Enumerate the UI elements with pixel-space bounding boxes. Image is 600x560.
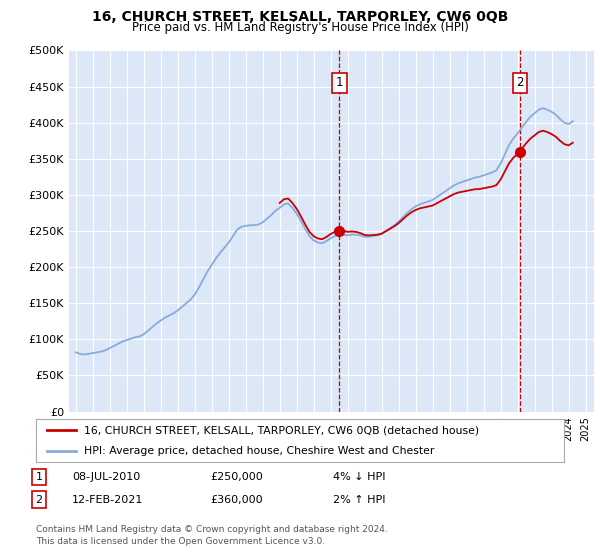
Text: HPI: Average price, detached house, Cheshire West and Chester: HPI: Average price, detached house, Ches… (83, 446, 434, 456)
Text: 2: 2 (35, 494, 43, 505)
Text: 4% ↓ HPI: 4% ↓ HPI (333, 472, 385, 482)
Text: £250,000: £250,000 (210, 472, 263, 482)
Text: 2: 2 (516, 76, 523, 90)
Text: 2% ↑ HPI: 2% ↑ HPI (333, 494, 385, 505)
Text: 1: 1 (336, 76, 343, 90)
Text: 08-JUL-2010: 08-JUL-2010 (72, 472, 140, 482)
Text: £360,000: £360,000 (210, 494, 263, 505)
Text: 1: 1 (35, 472, 43, 482)
Text: Price paid vs. HM Land Registry's House Price Index (HPI): Price paid vs. HM Land Registry's House … (131, 21, 469, 34)
Text: This data is licensed under the Open Government Licence v3.0.: This data is licensed under the Open Gov… (36, 537, 325, 546)
Text: 16, CHURCH STREET, KELSALL, TARPORLEY, CW6 0QB: 16, CHURCH STREET, KELSALL, TARPORLEY, C… (92, 10, 508, 24)
Text: Contains HM Land Registry data © Crown copyright and database right 2024.: Contains HM Land Registry data © Crown c… (36, 525, 388, 534)
Text: 12-FEB-2021: 12-FEB-2021 (72, 494, 143, 505)
Text: 16, CHURCH STREET, KELSALL, TARPORLEY, CW6 0QB (detached house): 16, CHURCH STREET, KELSALL, TARPORLEY, C… (83, 425, 479, 435)
